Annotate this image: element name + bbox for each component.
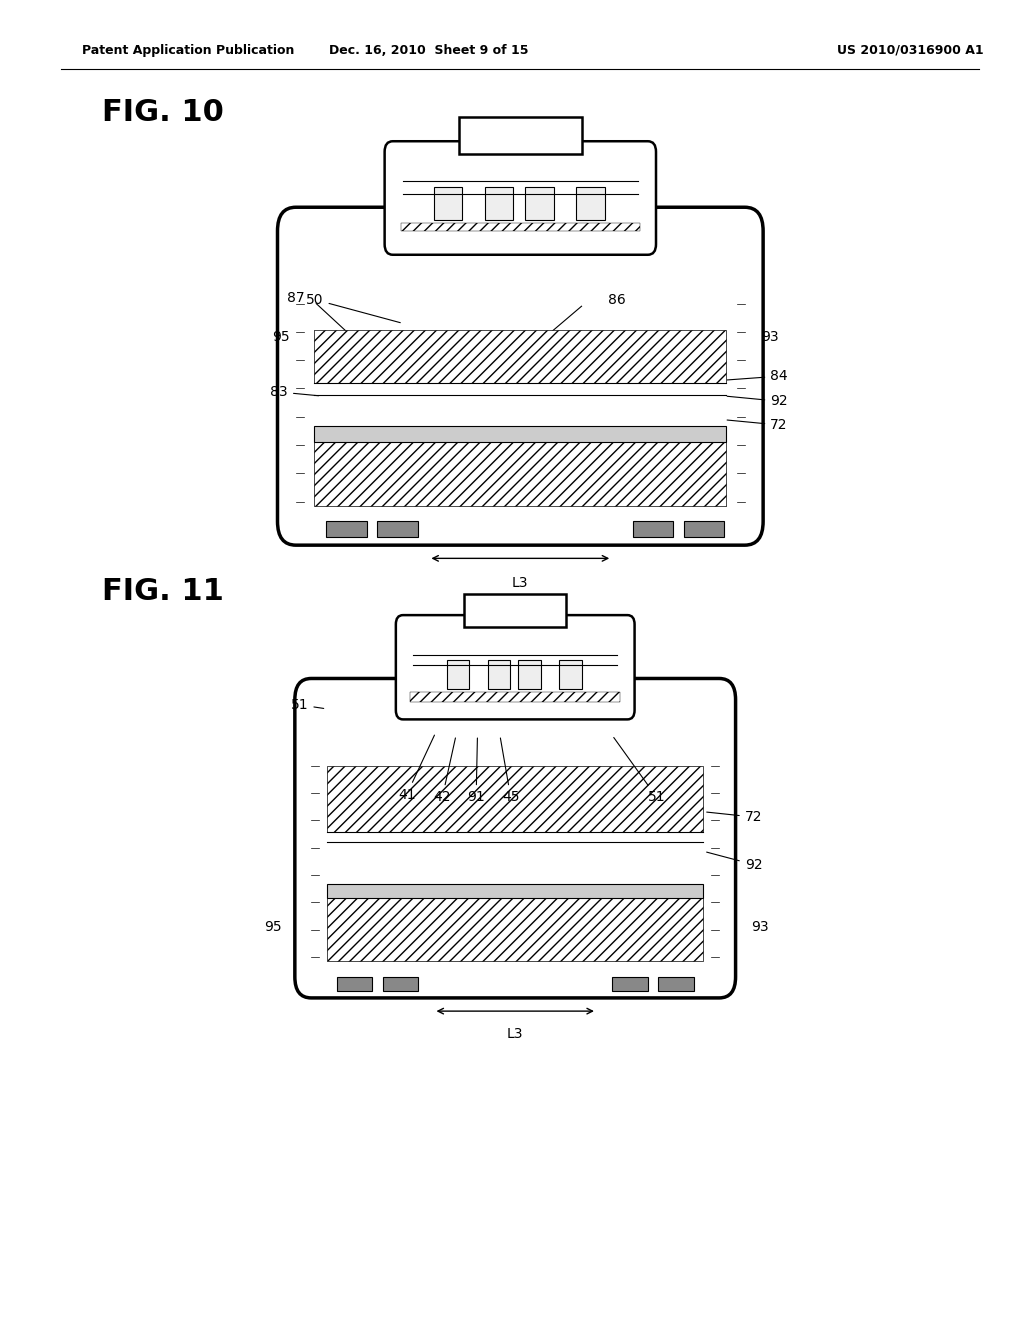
Text: 45: 45 <box>501 738 519 804</box>
Bar <box>411 692 621 702</box>
Bar <box>525 187 554 220</box>
Bar <box>328 766 702 832</box>
Bar <box>577 187 605 220</box>
Text: Patent Application Publication: Patent Application Publication <box>82 44 294 57</box>
Text: 92: 92 <box>727 395 787 408</box>
FancyBboxPatch shape <box>385 141 656 255</box>
Text: 50: 50 <box>306 293 400 322</box>
Text: 93: 93 <box>752 920 769 933</box>
Text: Dec. 16, 2010  Sheet 9 of 15: Dec. 16, 2010 Sheet 9 of 15 <box>329 44 528 57</box>
Bar <box>484 187 513 220</box>
FancyBboxPatch shape <box>295 678 735 998</box>
FancyBboxPatch shape <box>278 207 763 545</box>
Bar <box>459 117 582 154</box>
Bar <box>446 660 469 689</box>
Bar <box>658 977 693 991</box>
Bar <box>378 521 418 537</box>
Bar <box>559 660 582 689</box>
Text: 95: 95 <box>264 920 283 933</box>
Bar <box>612 977 648 991</box>
Bar <box>337 977 373 991</box>
Text: FIG. 11: FIG. 11 <box>102 577 224 606</box>
Text: 95: 95 <box>271 330 290 343</box>
Text: 51: 51 <box>613 738 666 804</box>
Bar <box>487 660 510 689</box>
Bar <box>314 426 726 442</box>
Text: 72: 72 <box>727 418 787 432</box>
Text: 84: 84 <box>727 370 787 383</box>
Text: 72: 72 <box>707 810 762 824</box>
Bar <box>684 521 724 537</box>
Text: US 2010/0316900 A1: US 2010/0316900 A1 <box>837 44 983 57</box>
Bar <box>433 187 462 220</box>
Bar <box>518 660 541 689</box>
Text: 86: 86 <box>608 293 626 306</box>
Bar <box>633 521 674 537</box>
Text: 41: 41 <box>398 735 434 801</box>
Text: L3: L3 <box>507 1027 523 1041</box>
Text: 51: 51 <box>291 698 324 711</box>
Text: 87: 87 <box>287 292 305 305</box>
Bar <box>401 223 640 231</box>
Bar <box>314 330 726 383</box>
Text: 93: 93 <box>762 330 779 343</box>
Text: 92: 92 <box>707 853 763 871</box>
Text: L3: L3 <box>512 576 528 590</box>
Bar <box>327 521 368 537</box>
Text: 42: 42 <box>433 738 456 804</box>
Text: 91: 91 <box>467 738 485 804</box>
Bar <box>328 884 702 898</box>
Bar <box>383 977 418 991</box>
FancyBboxPatch shape <box>396 615 635 719</box>
Text: 83: 83 <box>270 385 318 399</box>
Bar <box>464 594 566 627</box>
Text: FIG. 10: FIG. 10 <box>102 98 224 127</box>
Bar <box>328 898 702 961</box>
Bar <box>314 442 726 506</box>
